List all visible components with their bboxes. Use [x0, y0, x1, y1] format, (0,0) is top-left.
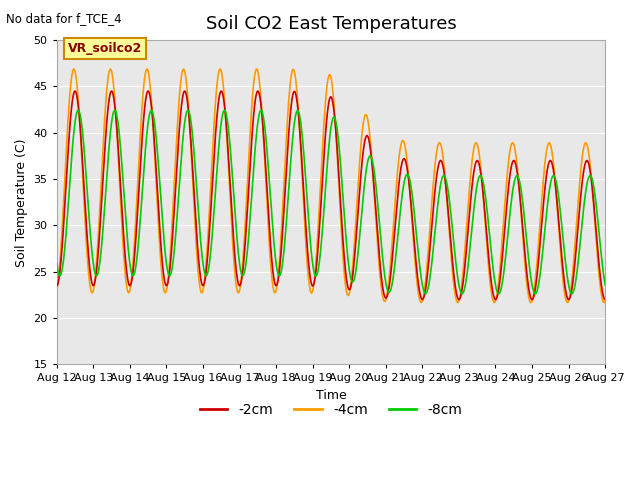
Title: Soil CO2 East Temperatures: Soil CO2 East Temperatures [205, 15, 456, 33]
Y-axis label: Soil Temperature (C): Soil Temperature (C) [15, 138, 28, 266]
Text: No data for f_TCE_4: No data for f_TCE_4 [6, 12, 122, 25]
Legend: -2cm, -4cm, -8cm: -2cm, -4cm, -8cm [194, 397, 468, 422]
X-axis label: Time: Time [316, 389, 346, 402]
Text: VR_soilco2: VR_soilco2 [68, 42, 142, 55]
